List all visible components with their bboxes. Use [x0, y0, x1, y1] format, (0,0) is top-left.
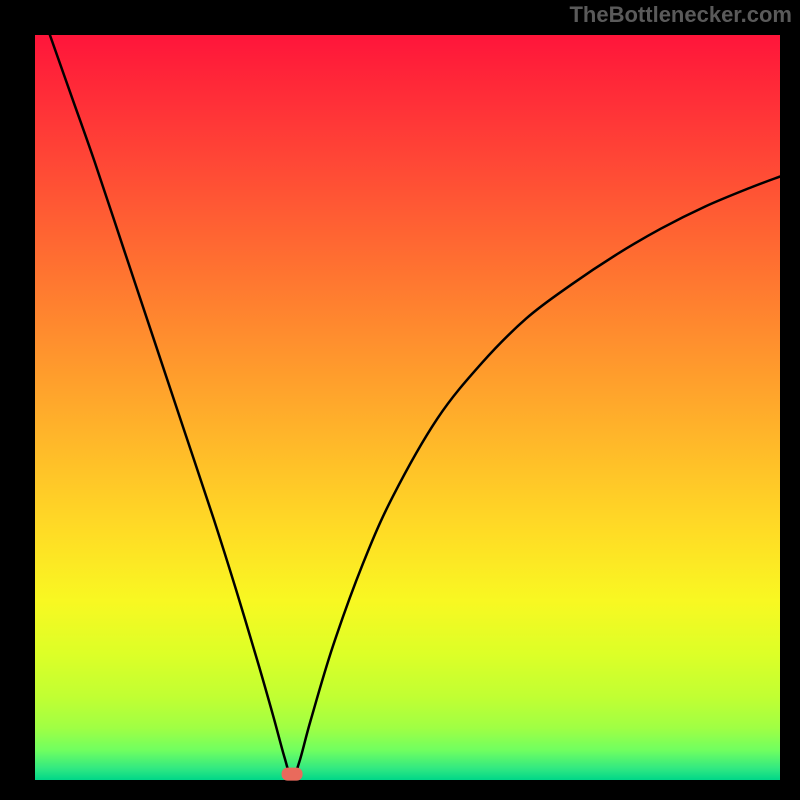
chart-container: TheBottlenecker.com	[0, 0, 800, 800]
plot-area	[35, 35, 780, 780]
gradient-background	[35, 35, 780, 780]
optimal-point-marker	[282, 768, 303, 781]
watermark-text: TheBottlenecker.com	[569, 2, 792, 28]
